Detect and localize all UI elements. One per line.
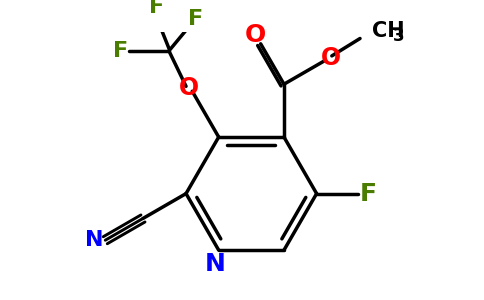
Text: F: F (360, 182, 377, 206)
Text: F: F (149, 0, 164, 17)
Text: O: O (179, 76, 199, 100)
Text: F: F (188, 8, 203, 28)
Text: O: O (320, 46, 341, 70)
Text: N: N (205, 252, 226, 276)
Text: 3: 3 (393, 27, 405, 45)
Text: N: N (85, 230, 103, 250)
Text: O: O (245, 23, 266, 47)
Text: F: F (113, 41, 129, 61)
Text: CH: CH (373, 21, 405, 41)
